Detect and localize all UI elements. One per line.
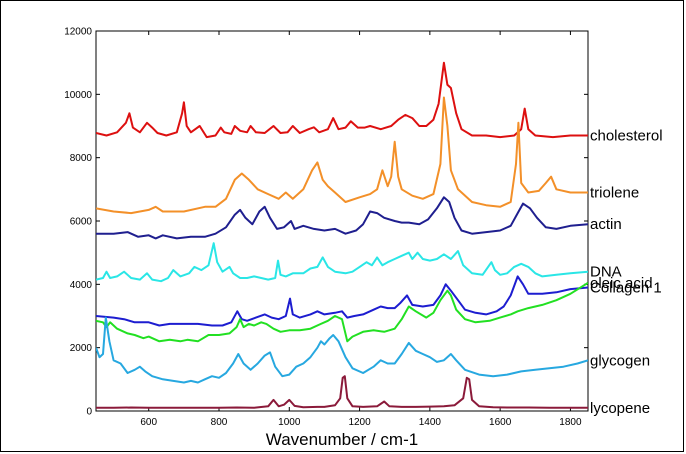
series-label: cholesterol xyxy=(590,128,663,145)
series-label: Collagen 1 xyxy=(590,280,662,297)
y-tick-label: 6000 xyxy=(70,217,93,228)
series-line-lycopene xyxy=(96,375,588,409)
series-label: lycopene xyxy=(590,400,650,417)
y-tick-label: 0 xyxy=(86,407,92,418)
y-tick-label: 2000 xyxy=(70,343,93,354)
plot-area: 0 2000 4000 6000 8000 10000 12000 600 800 1000 12… xyxy=(64,27,589,428)
x-tick-label: 600 xyxy=(140,417,157,428)
y-tick-label: 8000 xyxy=(70,153,93,164)
x-tick-label: 1000 xyxy=(278,417,301,428)
series-line-actin xyxy=(96,196,588,240)
series-line-triolene xyxy=(96,96,588,215)
y-tick-label: 10000 xyxy=(64,90,92,101)
x-tick-label: 800 xyxy=(211,417,228,428)
x-tick-label: 1400 xyxy=(419,417,442,428)
x-axis-label: Wavenumber / cm-1 xyxy=(266,430,418,449)
series-layer xyxy=(96,61,588,409)
series-label: oleic acid xyxy=(590,275,653,292)
series-line-oleic-acid xyxy=(96,281,588,343)
y-axis: 0 2000 4000 6000 8000 10000 12000 xyxy=(64,27,588,418)
series-label: triolene xyxy=(590,185,639,202)
series-line-collagen-1 xyxy=(96,275,588,327)
series-line-dna xyxy=(96,242,588,283)
y-tick-label: 12000 xyxy=(64,27,92,38)
series-label: actin xyxy=(590,216,622,233)
series-label: DNA xyxy=(590,264,622,281)
x-tick-label: 1200 xyxy=(348,417,371,428)
series-line-cholesterol xyxy=(96,61,588,139)
x-tick-label: 1600 xyxy=(489,417,512,428)
x-tick-label: 1800 xyxy=(559,417,582,428)
series-label: glycogen xyxy=(590,352,650,369)
y-tick-label: 4000 xyxy=(70,280,93,291)
series-line-glycogen xyxy=(96,316,588,384)
